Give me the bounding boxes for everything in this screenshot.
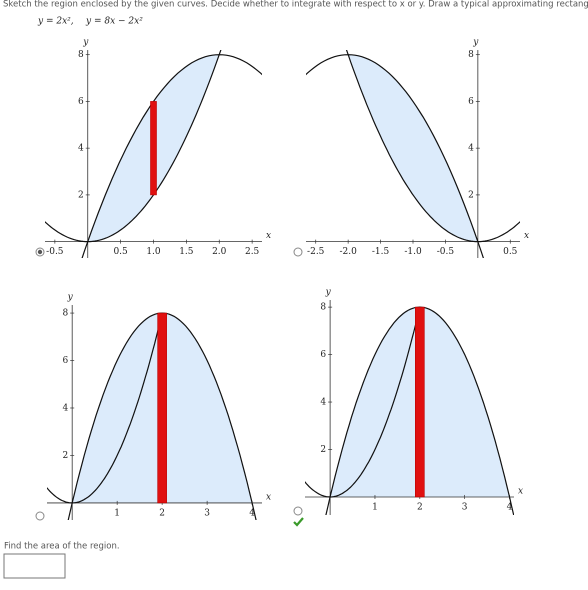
y-tick-label: 2 <box>468 190 474 200</box>
x-tick-label: -2.0 <box>339 247 357 257</box>
y-tick-label: 4 <box>78 144 84 154</box>
curve <box>345 50 520 243</box>
x-tick-label: 1.0 <box>146 247 161 257</box>
curve <box>45 50 222 243</box>
x-tick-label: 4 <box>249 508 255 518</box>
approx-rectangle <box>150 101 157 196</box>
graph-option: x y -2.5 -2.0 -1.5 -1.0 -0.5 0.5 2 4 6 8 <box>293 38 529 258</box>
x-axis-label: x <box>266 231 271 241</box>
y-tick-label: 4 <box>468 144 474 154</box>
radio-button[interactable] <box>293 506 303 516</box>
graph-option: x y -0.5 0.5 1.0 1.5 2.0 2.5 2 4 6 8 <box>35 38 271 258</box>
curves <box>45 50 262 258</box>
x-tick-label: -1.0 <box>404 247 422 257</box>
y-tick-label: 4 <box>320 398 326 408</box>
x-tick-label: 0.5 <box>113 247 128 257</box>
x-tick-label: 3 <box>462 502 468 512</box>
y-tick-label: 6 <box>62 356 68 366</box>
y-tick-label: 6 <box>468 97 474 107</box>
radio-button[interactable] <box>35 511 45 521</box>
x-tick-label: 2.0 <box>212 247 227 257</box>
y-axis-label: y <box>67 293 74 303</box>
x-tick-label: 1 <box>114 508 120 518</box>
curve <box>47 312 163 504</box>
y-axis-label: y <box>472 38 479 48</box>
x-tick-label: 1 <box>372 502 378 512</box>
y-tick-label: 8 <box>62 309 68 319</box>
graph-option: x y 1 2 3 4 2 4 6 8 <box>35 293 271 521</box>
correct-check <box>293 517 304 527</box>
x-tick-label: -2.5 <box>307 247 325 257</box>
x-tick-label: 4 <box>507 502 513 512</box>
y-tick-label: 2 <box>62 451 68 461</box>
y-tick-label: 2 <box>78 190 84 200</box>
y-tick-label: 6 <box>320 350 326 360</box>
x-axis-label: x <box>524 231 529 241</box>
region <box>348 54 478 242</box>
x-tick-label: 2 <box>417 502 423 512</box>
graph-option: x y 1 2 3 4 2 4 6 8 <box>293 288 523 527</box>
approx-rectangle <box>157 312 167 504</box>
x-tick-label: -0.5 <box>437 247 455 257</box>
x-tick-label: -0.5 <box>46 247 64 257</box>
radio-dot <box>37 249 43 255</box>
y-tick-label: 6 <box>78 97 84 107</box>
x-axis-label: x <box>266 492 271 502</box>
equation: y = 2x², <box>37 17 74 27</box>
curves <box>306 50 520 258</box>
y-tick-label: 8 <box>468 50 474 60</box>
x-axis-label: x <box>518 486 523 496</box>
y-tick-label: 4 <box>62 403 68 413</box>
y-axis-label: y <box>82 38 89 48</box>
radio-button[interactable] <box>293 247 303 257</box>
x-tick-label: 2 <box>159 508 165 518</box>
x-tick-label: -1.5 <box>372 247 390 257</box>
x-tick-label: 0.5 <box>503 247 518 257</box>
x-tick-label: 3 <box>204 508 210 518</box>
x-tick-label: 2.5 <box>245 247 260 257</box>
equation: y = 8x − 2x² <box>85 17 143 27</box>
curve <box>305 306 421 498</box>
x-tick-label: 1.5 <box>179 247 194 257</box>
y-tick-label: 8 <box>78 50 84 60</box>
y-axis-label: y <box>325 288 332 298</box>
approx-rectangle <box>415 306 425 498</box>
answer-input[interactable] <box>3 553 66 579</box>
y-tick-label: 2 <box>320 445 326 455</box>
question: Find the area of the region. <box>4 542 120 552</box>
instruction: Sketch the region enclosed by the given … <box>3 0 588 10</box>
y-tick-label: 8 <box>320 303 326 313</box>
